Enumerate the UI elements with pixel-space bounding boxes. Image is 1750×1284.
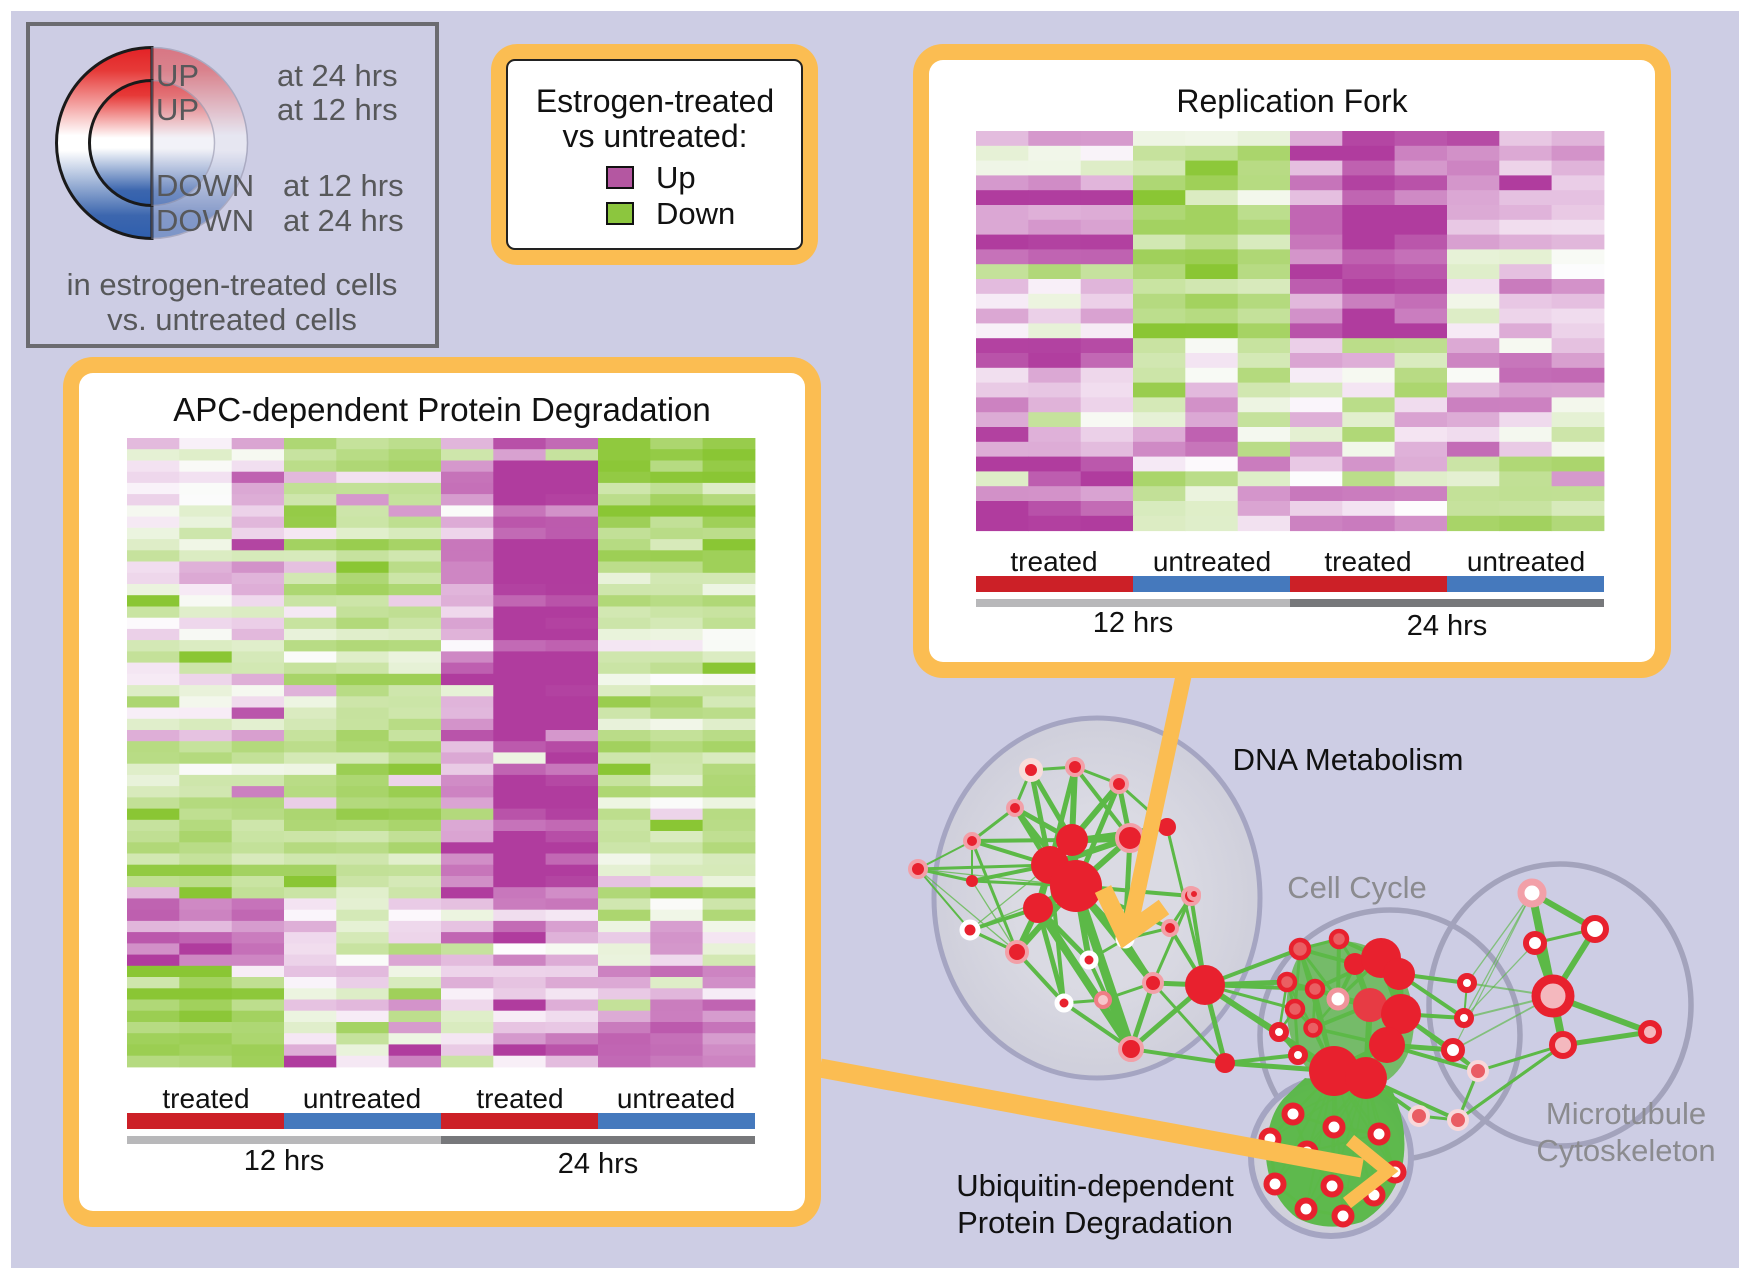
svg-text:Microtubule: Microtubule xyxy=(1546,1096,1706,1131)
svg-text:untreated: untreated xyxy=(303,1083,421,1114)
svg-text:treated: treated xyxy=(476,1083,563,1114)
svg-text:DOWN: DOWN xyxy=(156,168,254,203)
svg-text:treated: treated xyxy=(1324,546,1411,577)
svg-text:Protein Degradation: Protein Degradation xyxy=(957,1205,1233,1240)
svg-text:treated: treated xyxy=(1010,546,1097,577)
svg-text:12 hrs: 12 hrs xyxy=(1093,607,1174,639)
svg-text:APC-dependent Protein Degradat: APC-dependent Protein Degradation xyxy=(173,391,711,428)
svg-text:treated: treated xyxy=(162,1083,249,1114)
svg-text:UP: UP xyxy=(156,92,199,127)
svg-text:at 24 hrs: at 24 hrs xyxy=(277,58,398,93)
svg-text:Replication Fork: Replication Fork xyxy=(1176,83,1408,119)
svg-text:Cell Cycle: Cell Cycle xyxy=(1287,870,1427,905)
svg-text:at 12 hrs: at 12 hrs xyxy=(283,168,404,203)
svg-text:vs untreated:: vs untreated: xyxy=(563,118,748,154)
svg-text:DOWN: DOWN xyxy=(156,203,254,238)
svg-text:Cytoskeleton: Cytoskeleton xyxy=(1536,1133,1715,1168)
svg-text:vs. untreated cells: vs. untreated cells xyxy=(107,302,357,337)
svg-text:untreated: untreated xyxy=(1467,546,1585,577)
svg-text:at 12 hrs: at 12 hrs xyxy=(277,92,398,127)
svg-text:untreated: untreated xyxy=(617,1083,735,1114)
svg-text:24 hrs: 24 hrs xyxy=(1407,610,1488,642)
svg-text:Up: Up xyxy=(656,160,696,195)
svg-text:DNA Metabolism: DNA Metabolism xyxy=(1233,742,1464,777)
svg-text:Ubiquitin-dependent: Ubiquitin-dependent xyxy=(956,1168,1234,1203)
svg-text:Estrogen-treated: Estrogen-treated xyxy=(536,83,774,119)
svg-text:untreated: untreated xyxy=(1153,546,1271,577)
svg-text:12 hrs: 12 hrs xyxy=(244,1145,325,1177)
svg-text:UP: UP xyxy=(156,58,199,93)
svg-text:Down: Down xyxy=(656,196,735,231)
svg-text:24 hrs: 24 hrs xyxy=(558,1148,639,1180)
svg-text:in estrogen-treated cells: in estrogen-treated cells xyxy=(67,267,398,302)
svg-text:at 24 hrs: at 24 hrs xyxy=(283,203,404,238)
